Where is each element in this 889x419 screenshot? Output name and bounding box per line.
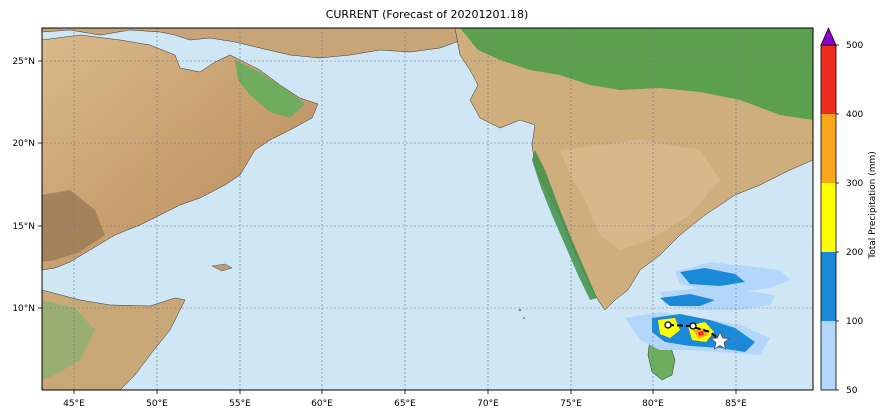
- storm-track: [664, 321, 731, 350]
- lon-tick-label: 60°E: [311, 399, 333, 409]
- lon-tick-label: 45°E: [63, 399, 85, 409]
- colorbar-bin: [821, 183, 836, 252]
- colorbar-bin: [821, 252, 836, 321]
- latitude-tick-labels: 25°N 20°N 15°N 10°N: [12, 57, 42, 314]
- colorbar-tick-label: 300: [846, 179, 863, 189]
- longitude-tick-labels: 45°E 50°E 55°E 60°E 65°E 70°E 75°E 80°E 85°E: [63, 390, 747, 409]
- colorbar-tick-label: 200: [846, 248, 863, 258]
- colorbar-frame: [820, 44, 837, 391]
- land-socotra: [211, 263, 233, 272]
- lat-tick-label: 15°N: [12, 222, 35, 232]
- land-yemen-highlands: [42, 190, 105, 262]
- colorbar-tick-label: 50: [846, 386, 858, 396]
- precip-band-100-200: [660, 294, 715, 306]
- colorbar-bin: [821, 114, 836, 183]
- map-gridlines: [42, 28, 813, 390]
- precip-band-400-500: [698, 331, 704, 336]
- colorbar-bin: [821, 45, 836, 114]
- colorbar-tick-label: 100: [846, 317, 863, 327]
- colorbar-extend-arrow: [820, 27, 837, 46]
- lon-tick-label: 80°E: [642, 399, 664, 409]
- white-star-icon: [709, 330, 731, 350]
- lon-tick-label: 55°E: [229, 399, 251, 409]
- land-north-india-green: [460, 28, 813, 120]
- lat-tick-label: 10°N: [12, 304, 35, 314]
- lat-tick-label: 20°N: [12, 139, 35, 149]
- land-oman-mountains: [235, 60, 305, 118]
- map-frame: [41, 27, 814, 391]
- colorbar-tick-label: 500: [846, 41, 863, 51]
- land-iran-pakistan: [42, 28, 463, 59]
- land-western-ghats: [532, 150, 597, 300]
- lat-tick-label: 25°N: [12, 57, 35, 67]
- lon-tick-label: 65°E: [394, 399, 416, 409]
- land-islands: [518, 308, 525, 319]
- lon-tick-label: 75°E: [560, 399, 582, 409]
- colorbar-label: Total Precipitation (mm): [867, 151, 878, 259]
- land-deccan: [560, 140, 720, 250]
- colorbar-tick-label: 400: [846, 110, 863, 120]
- lon-tick-label: 50°E: [146, 399, 168, 409]
- lon-tick-label: 70°E: [477, 399, 499, 409]
- precip-band-100-200: [680, 268, 745, 286]
- colorbar-bin: [821, 321, 836, 390]
- land-somalia-highlands: [42, 300, 95, 380]
- map-title: CURRENT (Forecast of 20201201.18): [325, 8, 529, 21]
- colorbar: 50 100 200 300 400 500: [820, 27, 863, 396]
- lon-tick-label: 85°E: [725, 399, 747, 409]
